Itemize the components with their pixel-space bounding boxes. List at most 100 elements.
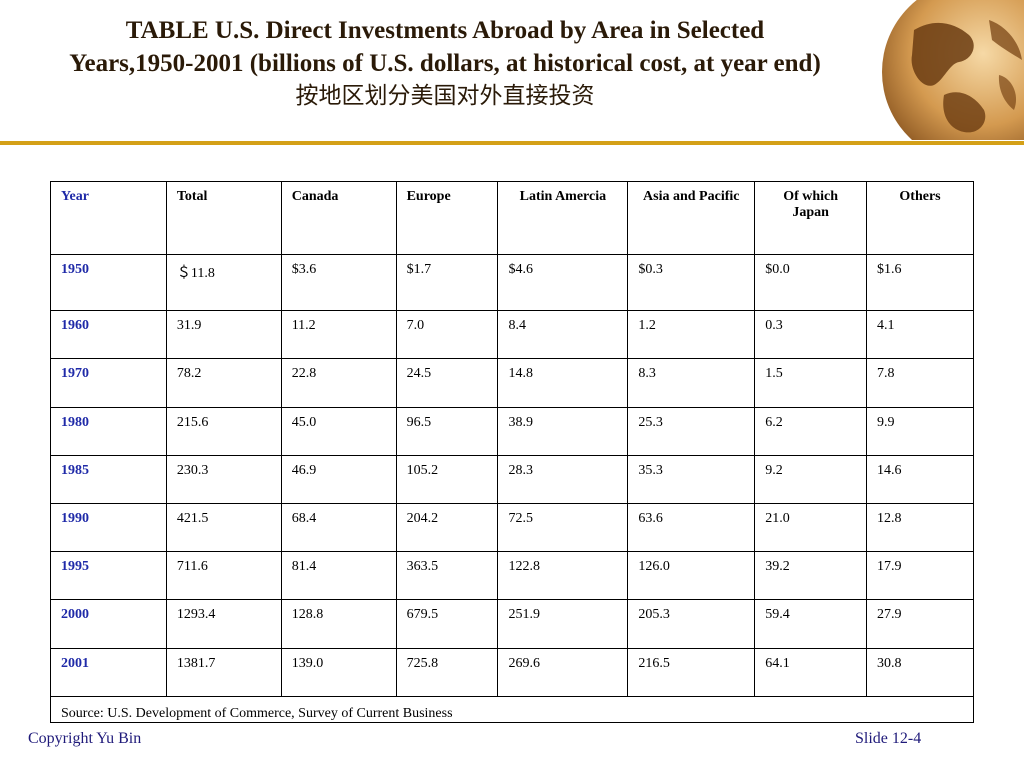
table-row: 2000 1293.4 128.8 679.5 251.9 205.3 59.4 27.9 [50, 599, 974, 649]
value-cell: 25.3 [627, 406, 756, 456]
value-cell: 17.9 [866, 551, 974, 601]
value-cell: 215.6 [165, 406, 282, 456]
value-cell: 725.8 [395, 647, 499, 698]
value-cell: 45.0 [280, 406, 397, 456]
value-cell: 9.2 [754, 454, 868, 505]
value-cell: 38.9 [497, 406, 629, 456]
value-cell: 59.4 [754, 599, 868, 649]
value-cell: 7.0 [395, 310, 499, 360]
value-cell: 46.9 [280, 454, 397, 505]
table-row: 1995 711.6 81.4 363.5 122.8 126.0 39.2 17.9 [50, 551, 974, 601]
value-cell: 11.2 [280, 310, 397, 360]
value-cell: 39.2 [754, 551, 868, 601]
value-cell: 68.4 [280, 503, 397, 553]
value-cell: 126.0 [627, 551, 756, 601]
value-cell: 251.9 [497, 599, 629, 649]
value-cell: $4.6 [497, 253, 629, 312]
value-cell: 96.5 [395, 406, 499, 456]
value-cell: 24.5 [395, 358, 499, 408]
table-row: 2001 1381.7 139.0 725.8 269.6 216.5 64.1 30.8 [50, 647, 974, 698]
value-cell: 7.8 [866, 358, 974, 408]
value-cell: 12.8 [866, 503, 974, 553]
value-cell: 128.8 [280, 599, 397, 649]
value-cell: 72.5 [497, 503, 629, 553]
value-cell: 21.0 [754, 503, 868, 553]
value-cell: 679.5 [395, 599, 499, 649]
year-cell: 1980 [50, 406, 167, 456]
value-cell: 27.9 [866, 599, 974, 649]
value-cell: 1381.7 [165, 647, 282, 698]
value-cell: 0.3 [754, 310, 868, 360]
col-header-japan: Of which Japan [754, 181, 868, 255]
value-cell: ＄11.8 [165, 253, 282, 312]
value-cell: $3.6 [280, 253, 397, 312]
value-cell: 8.3 [627, 358, 756, 408]
value-cell: 28.3 [497, 454, 629, 505]
slide-number: Slide 12-4 [855, 730, 922, 747]
value-cell: 105.2 [395, 454, 499, 505]
table-header-row: Year Total Canada Europe Latin Amercia A… [50, 181, 974, 255]
copyright-text: Copyright Yu Bin [28, 730, 142, 747]
header-divider [0, 141, 1024, 145]
col-header-asia-pacific: Asia and Pacific [627, 181, 756, 255]
value-cell: 269.6 [497, 647, 629, 698]
year-cell: 1990 [50, 503, 167, 553]
title-line-2: Years,1950-2001 (billions of U.S. dollar… [69, 50, 821, 77]
year-cell: 2001 [50, 647, 167, 698]
col-header-latin-america: Latin Amercia [497, 181, 629, 255]
value-cell: 30.8 [866, 647, 974, 698]
value-cell: 421.5 [165, 503, 282, 553]
value-cell: 4.1 [866, 310, 974, 360]
year-cell: 2000 [50, 599, 167, 649]
source-note: Source: U.S. Development of Commerce, Su… [50, 696, 974, 723]
value-cell: 81.4 [280, 551, 397, 601]
value-cell: 63.6 [627, 503, 756, 553]
title-chinese: 按地区划分美国对外直接投资 [295, 83, 595, 109]
value-cell: 139.0 [280, 647, 397, 698]
table-row: 1950 ＄11.8 $3.6 $1.7 $4.6 $0.3 $0.0 $1.6 [50, 253, 974, 312]
table-row: 1960 31.9 11.2 7.0 8.4 1.2 0.3 4.1 [50, 310, 974, 360]
title-line-1: TABLE U.S. Direct Investments Abroad by … [125, 17, 765, 44]
col-header-year: Year [50, 181, 167, 255]
year-cell: 1950 [50, 253, 167, 312]
slide-title: TABLE U.S. Direct Investments Abroad by … [0, 14, 890, 113]
table-row: 1980 215.6 45.0 96.5 38.9 25.3 6.2 9.9 [50, 406, 974, 456]
value-cell: 9.9 [866, 406, 974, 456]
year-cell: 1995 [50, 551, 167, 601]
value-cell: 205.3 [627, 599, 756, 649]
value-cell: 64.1 [754, 647, 868, 698]
value-cell: 216.5 [627, 647, 756, 698]
value-cell: 122.8 [497, 551, 629, 601]
value-cell: 711.6 [165, 551, 282, 601]
year-cell: 1960 [50, 310, 167, 360]
globe-decoration-icon [874, 0, 1024, 140]
col-header-europe: Europe [395, 181, 499, 255]
value-cell: 1293.4 [165, 599, 282, 649]
value-cell: 8.4 [497, 310, 629, 360]
col-header-total: Total [165, 181, 282, 255]
col-header-others: Others [866, 181, 974, 255]
value-cell: 78.2 [165, 358, 282, 408]
value-cell: 363.5 [395, 551, 499, 601]
value-cell: $0.3 [627, 253, 756, 312]
value-cell: 1.2 [627, 310, 756, 360]
value-cell: 14.8 [497, 358, 629, 408]
value-cell: $0.0 [754, 253, 868, 312]
year-cell: 1985 [50, 454, 167, 505]
value-cell: 35.3 [627, 454, 756, 505]
value-cell: $1.7 [395, 253, 499, 312]
value-cell: 31.9 [165, 310, 282, 360]
value-cell: 14.6 [866, 454, 974, 505]
year-cell: 1970 [50, 358, 167, 408]
col-header-canada: Canada [280, 181, 397, 255]
table-row: 1970 78.2 22.8 24.5 14.8 8.3 1.5 7.8 [50, 358, 974, 408]
table-row: 1990 421.5 68.4 204.2 72.5 63.6 21.0 12.8 [50, 503, 974, 553]
source-row: Source: U.S. Development of Commerce, Su… [50, 696, 974, 723]
value-cell: 1.5 [754, 358, 868, 408]
investment-table: Year Total Canada Europe Latin Amercia A… [50, 181, 974, 723]
value-cell: $1.6 [866, 253, 974, 312]
value-cell: 6.2 [754, 406, 868, 456]
value-cell: 22.8 [280, 358, 397, 408]
table-row: 1985 230.3 46.9 105.2 28.3 35.3 9.2 14.6 [50, 454, 974, 505]
value-cell: 204.2 [395, 503, 499, 553]
